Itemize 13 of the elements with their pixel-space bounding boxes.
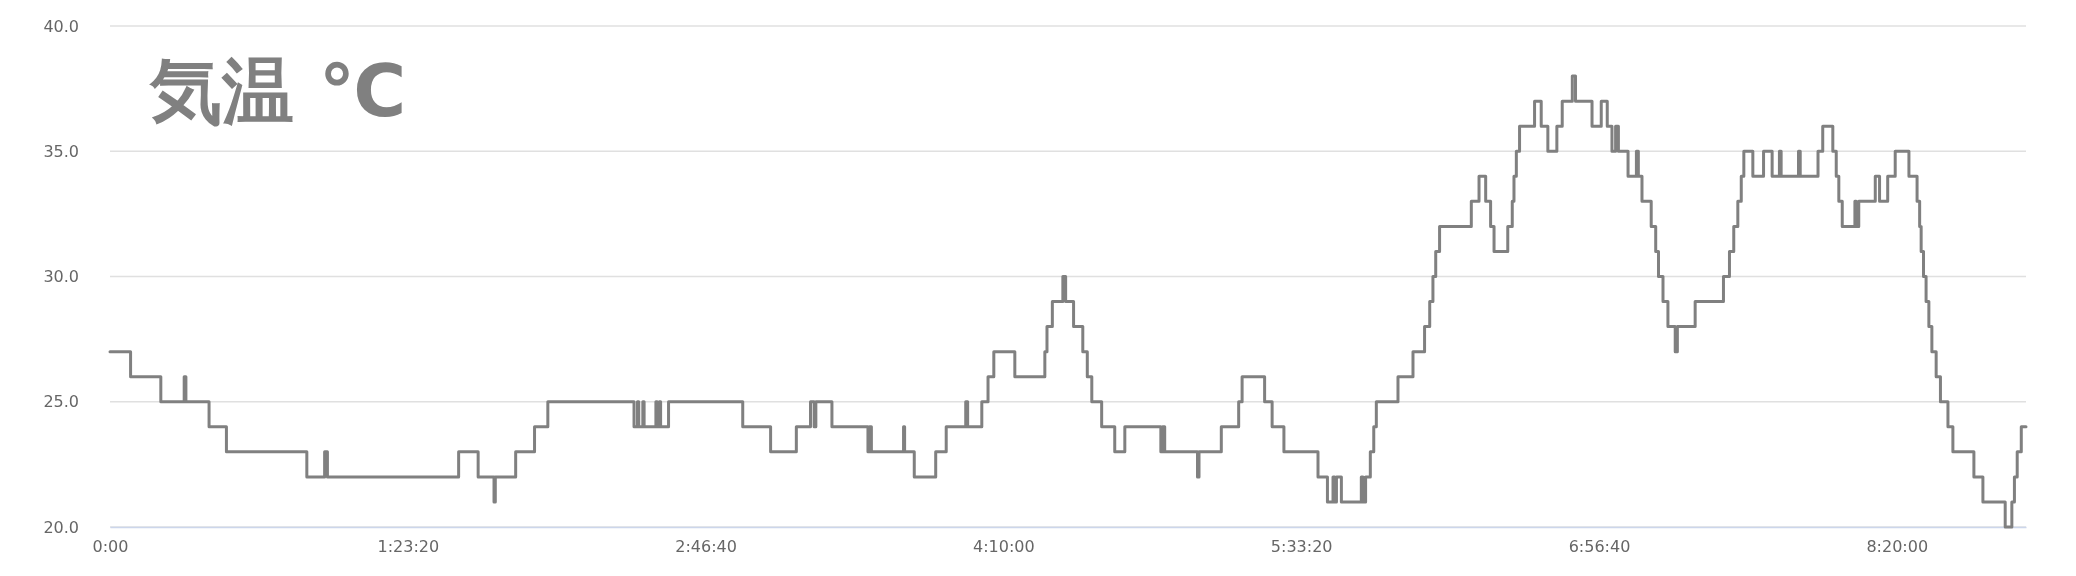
x-tick-label: 0:00 (92, 537, 129, 557)
chart-title: 気温 ℃ (149, 49, 407, 133)
x-tick-label: 4:10:00 (973, 537, 1035, 557)
y-tick-label: 40.0 (43, 16, 79, 36)
y-tick-label: 25.0 (43, 392, 79, 412)
y-tick-label: 35.0 (43, 141, 79, 161)
y-tick-label: 30.0 (43, 267, 79, 287)
x-tick-label: 2:46:40 (675, 537, 737, 557)
x-tick-label: 6:56:40 (1568, 537, 1631, 557)
x-tick-label: 5:33:20 (1270, 537, 1333, 557)
y-tick-label: 20.0 (43, 517, 79, 537)
x-tick-label: 1:23:20 (377, 537, 440, 557)
x-tick-label: 8:20:00 (1866, 537, 1929, 557)
